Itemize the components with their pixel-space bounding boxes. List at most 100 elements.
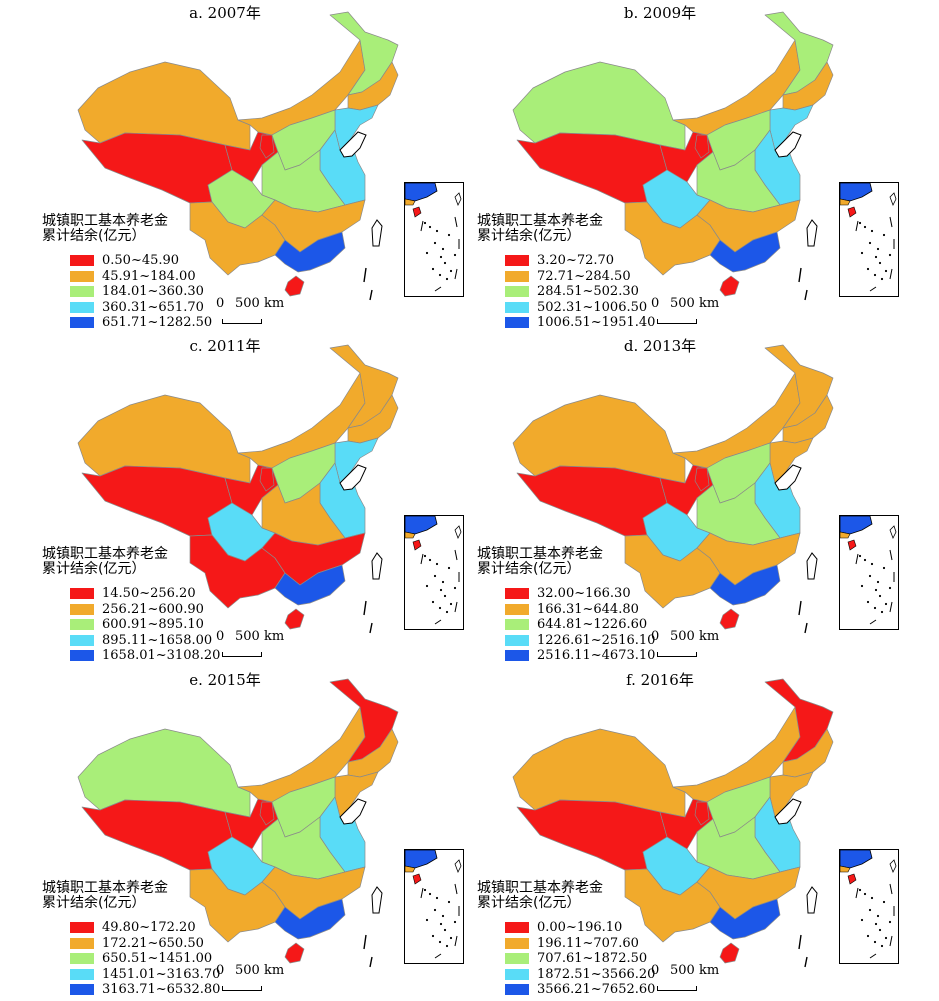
island-marks xyxy=(798,934,808,968)
legend-label: 0.50~45.90 xyxy=(102,253,180,269)
inset-island xyxy=(441,914,445,918)
inset-island xyxy=(888,253,892,257)
inset-island xyxy=(447,900,451,904)
scale-distance-label: 500 km xyxy=(235,963,285,978)
inset-map xyxy=(405,850,462,959)
legend-label: 49.80~172.20 xyxy=(102,920,196,936)
legend-title-line1: 城镇职工基本养老金 xyxy=(42,880,168,896)
inset-island xyxy=(858,221,862,225)
legend-swatch xyxy=(505,619,529,631)
legend-swatch xyxy=(505,255,529,267)
inset-island xyxy=(433,241,437,245)
scale-bar-c: 0 500 km xyxy=(215,629,295,659)
inset-island xyxy=(439,255,443,259)
scale-bar-a: 0 500 km xyxy=(215,296,295,326)
inset-island xyxy=(438,606,442,610)
inset-island xyxy=(449,269,453,273)
inset-dash-line xyxy=(855,883,895,959)
map-panel-c: c. 2011年 城镇职工基本养老金 累计结余(亿元） 14.50~256.20 256… xyxy=(0,333,469,666)
inset-island xyxy=(441,580,445,584)
legend-item: 2516.11~4673.10 xyxy=(505,648,655,664)
legend-label: 1451.01~3163.70 xyxy=(102,966,221,982)
legend-title-b: 城镇职工基本养老金 累计结余(亿元） xyxy=(477,214,603,244)
legend-title-line1: 城镇职工基本养老金 xyxy=(42,213,168,229)
inset-island xyxy=(431,600,435,604)
bohai-sea xyxy=(339,798,367,825)
legend-item: 651.71~1282.50 xyxy=(70,315,212,331)
inset-island xyxy=(878,594,882,598)
legend-item: 707.61~1872.50 xyxy=(505,951,655,967)
inset-island xyxy=(863,892,867,896)
inset-taiwan xyxy=(889,525,897,539)
legend-swatch xyxy=(505,953,529,965)
inset-island xyxy=(880,610,884,614)
scale-bar-b: 0 500 km xyxy=(650,296,730,326)
bohai-sea xyxy=(339,464,367,491)
panel-title-c: c. 2011年 xyxy=(189,337,261,355)
legend-label: 1226.61~2516.10 xyxy=(537,632,656,648)
region-ningxia xyxy=(694,134,710,159)
inset-dash-line xyxy=(855,216,895,292)
bohai-sea xyxy=(774,798,802,825)
taiwan-outline xyxy=(371,886,383,914)
legend-swatch xyxy=(70,286,94,298)
scale-distance-label: 500 km xyxy=(235,296,285,311)
scale-line xyxy=(657,319,697,324)
legend-swatch xyxy=(70,650,94,662)
legend-item: 166.31~644.80 xyxy=(505,602,655,618)
legend-label: 895.11~1658.00 xyxy=(102,632,213,648)
legend-swatch xyxy=(70,937,94,949)
inset-island xyxy=(858,554,862,558)
legend-item: 1006.51~1951.40 xyxy=(505,315,655,331)
inset-coast xyxy=(840,183,873,202)
legend-item: 184.01~360.30 xyxy=(70,284,212,300)
inset-island xyxy=(863,558,867,562)
legend-title-f: 城镇职工基本养老金 累计结余(亿元） xyxy=(477,881,603,911)
scale-zero-label: 0 xyxy=(651,629,660,644)
legend-item: 3566.21~7652.60 xyxy=(505,982,655,998)
region-guangdong xyxy=(274,564,346,606)
island-marks xyxy=(363,267,373,301)
legend-label: 196.11~707.60 xyxy=(537,935,639,951)
inset-dash-line xyxy=(420,549,460,625)
south-china-sea-inset-b xyxy=(839,182,899,297)
panel-title-d: d. 2013年 xyxy=(623,337,697,355)
region-guangdong xyxy=(274,231,346,273)
region-hainan xyxy=(284,608,305,630)
region-guangdong xyxy=(709,564,781,606)
inset-island xyxy=(860,918,864,922)
china-map-d xyxy=(512,344,834,634)
inset-island xyxy=(433,574,437,578)
inset-island xyxy=(453,253,457,257)
bohai-sea xyxy=(339,131,367,158)
south-china-sea-inset-f xyxy=(839,849,899,964)
scale-bar-d: 0 500 km xyxy=(650,629,730,659)
map-panel-e: e. 2015年 城镇职工基本养老金 累计结余(亿元） 49.80~172.20 172… xyxy=(0,667,469,1000)
legend-title-line2: 累计结余(亿元） xyxy=(42,228,146,244)
legend-item: 284.51~502.30 xyxy=(505,284,655,300)
inset-island xyxy=(449,936,453,940)
legend-title-line2: 累计结余(亿元） xyxy=(42,561,146,577)
legend-item: 502.31~1006.50 xyxy=(505,300,655,316)
legend-swatch xyxy=(505,603,529,615)
legend-title-e: 城镇职工基本养老金 累计结余(亿元） xyxy=(42,881,168,911)
legend-label: 14.50~256.20 xyxy=(102,586,196,602)
legend-title-line1: 城镇职工基本养老金 xyxy=(42,546,168,562)
panel-title-f: f. 2016年 xyxy=(626,671,694,689)
inset-island xyxy=(431,934,435,938)
legend-title-line2: 累计结余(亿元） xyxy=(42,895,146,911)
inset-island xyxy=(438,273,442,277)
inset-island xyxy=(435,896,439,900)
inset-island xyxy=(884,936,888,940)
panel-title-b: b. 2009年 xyxy=(623,4,697,22)
legend-swatch xyxy=(505,286,529,298)
map-panel-b: b. 2009年 城镇职工基本养老金 累计结余(亿元） 3.20~72.70 72.71… xyxy=(435,0,904,333)
legend-swatch xyxy=(70,588,94,600)
panel-title-e: e. 2015年 xyxy=(189,671,261,689)
legend-swatch xyxy=(70,968,94,980)
legend-item: 1872.51~3566.20 xyxy=(505,967,655,983)
legend-swatch xyxy=(70,317,94,329)
legend-swatch xyxy=(505,650,529,662)
inset-island xyxy=(435,229,439,233)
legend-label: 1006.51~1951.40 xyxy=(537,315,656,331)
